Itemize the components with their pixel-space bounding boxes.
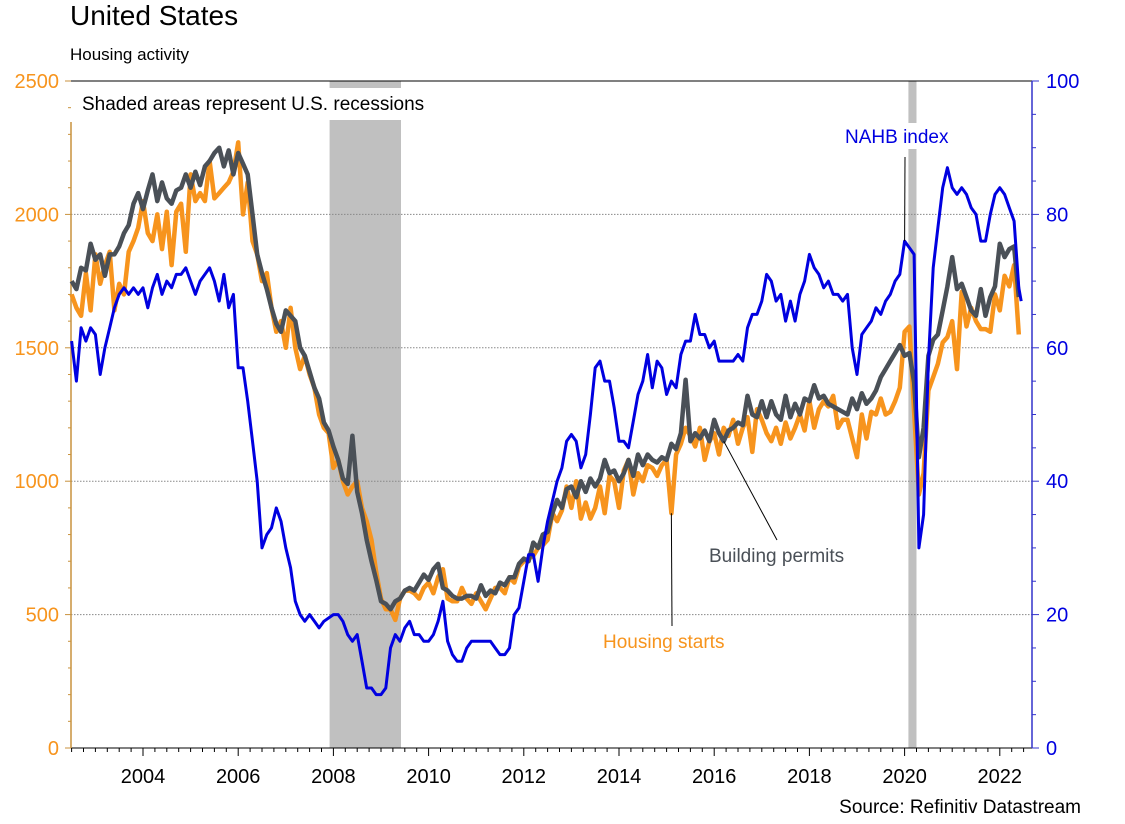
axes: 0 500 1000 1500 2000 2500 0 20 40 60 80 100 2004 2006… xyxy=(15,71,1080,788)
note-background xyxy=(72,88,492,120)
source-note: Source: Refinitiv Datastream xyxy=(839,797,1081,818)
y-left-tick-label: 1000 xyxy=(15,471,60,493)
y-left-tick-label: 0 xyxy=(48,738,59,760)
chart-subtitle: Housing activity xyxy=(70,45,190,64)
permits-leader-line xyxy=(723,440,778,541)
x-tick-label: 2012 xyxy=(502,766,547,788)
y-right-tick-label: 40 xyxy=(1046,471,1068,493)
y-left-tick-label: 500 xyxy=(26,605,59,627)
y-right-tick-label: 80 xyxy=(1046,204,1068,226)
x-tick-label: 2014 xyxy=(597,766,642,788)
nahb-label-background xyxy=(840,123,970,149)
x-tick-label: 2008 xyxy=(311,766,356,788)
y-right-tick-label: 60 xyxy=(1046,338,1068,360)
x-tick-label: 2022 xyxy=(978,766,1023,788)
nahb-index-line xyxy=(70,166,1023,697)
x-tick-label: 2018 xyxy=(787,766,832,788)
starts-leader-line xyxy=(670,513,673,627)
y-right-tick-label: 20 xyxy=(1046,605,1068,627)
recession-note: Shaded areas represent U.S. recessions xyxy=(82,94,424,115)
recession-band xyxy=(329,81,401,748)
y-left-tick-label: 2000 xyxy=(15,204,60,226)
y-right-tick-label: 100 xyxy=(1046,71,1079,93)
annotations: NAHB index Building permits Housing star… xyxy=(603,123,970,653)
chart-title: United States xyxy=(70,0,239,31)
nahb-index-label: NAHB index xyxy=(845,127,949,148)
building-permits-label: Building permits xyxy=(709,546,844,567)
gridlines xyxy=(71,213,1032,616)
x-tick-label: 2004 xyxy=(121,766,166,788)
x-tick-label: 2016 xyxy=(692,766,737,788)
y-left-tick-label: 2500 xyxy=(15,71,60,93)
housing-starts-label: Housing starts xyxy=(603,632,724,653)
y-right-tick-label: 0 xyxy=(1046,738,1057,760)
x-tick-label: 2010 xyxy=(406,766,451,788)
series-lines xyxy=(69,140,1023,697)
y-left-tick-label: 1500 xyxy=(15,338,60,360)
x-tick-label: 2006 xyxy=(216,766,261,788)
x-tick-label: 2020 xyxy=(882,766,927,788)
